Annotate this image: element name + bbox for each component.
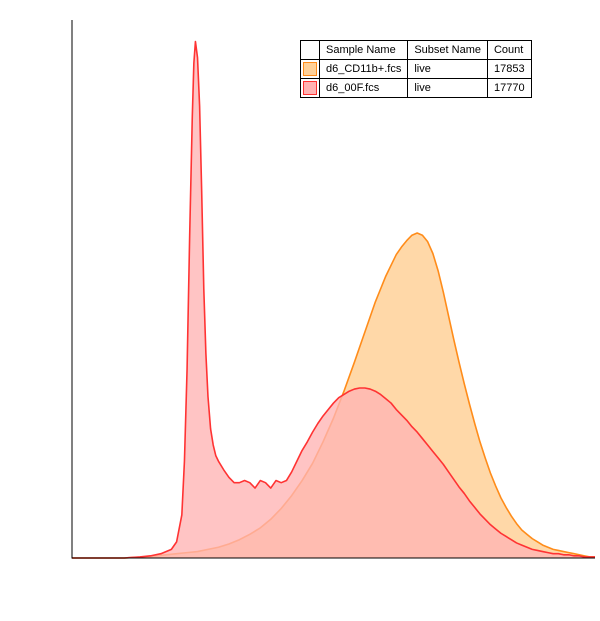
legend-row: d6_CD11b+.fcslive17853 xyxy=(301,60,532,79)
legend-count: 17853 xyxy=(487,60,531,79)
legend-header-swatch xyxy=(301,41,320,60)
histogram-chart: Sample Name Subset Name Count d6_CD11b+.… xyxy=(0,0,600,621)
legend-header-row: Sample Name Subset Name Count xyxy=(301,41,532,60)
legend-row: d6_00F.fcslive17770 xyxy=(301,79,532,98)
legend-header-sample: Sample Name xyxy=(320,41,408,60)
legend-subset: live xyxy=(408,79,488,98)
legend-header-subset: Subset Name xyxy=(408,41,488,60)
legend-table: Sample Name Subset Name Count d6_CD11b+.… xyxy=(300,40,532,98)
legend-count: 17770 xyxy=(487,79,531,98)
legend-swatch-icon xyxy=(303,81,317,95)
series-area-red xyxy=(72,42,595,558)
legend-sample: d6_00F.fcs xyxy=(320,79,408,98)
legend-subset: live xyxy=(408,60,488,79)
legend-swatch-cell xyxy=(301,79,320,98)
legend-swatch-icon xyxy=(303,62,317,76)
legend-swatch-cell xyxy=(301,60,320,79)
legend-header-count: Count xyxy=(487,41,531,60)
legend-sample: d6_CD11b+.fcs xyxy=(320,60,408,79)
